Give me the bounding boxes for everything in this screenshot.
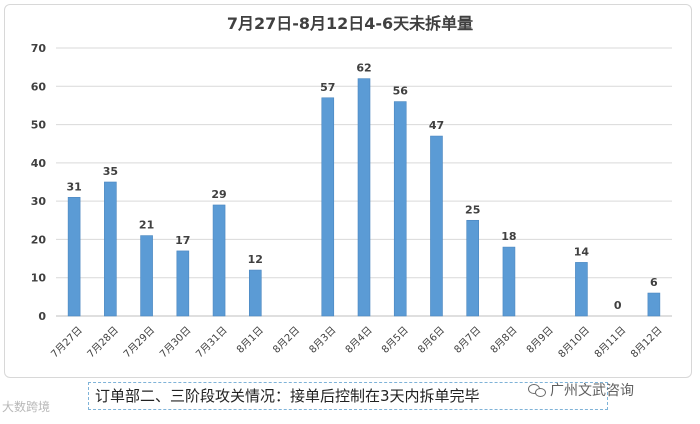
data-labels: 31 35 21 17 29 12 57 62 56 47 25 18 14 0 6 bbox=[66, 62, 658, 312]
data-label: 62 bbox=[356, 62, 371, 75]
x-tick-label: 7月27日 bbox=[49, 324, 85, 360]
y-axis-ticks: 0 10 20 30 40 50 60 70 bbox=[31, 42, 47, 323]
data-label: 47 bbox=[429, 119, 444, 132]
bar bbox=[393, 101, 407, 317]
data-label: 21 bbox=[139, 219, 154, 232]
x-tick-label: 7月30日 bbox=[157, 324, 193, 360]
bar bbox=[104, 181, 117, 317]
x-tick-label: 8月2日 bbox=[271, 324, 303, 356]
y-tick-label: 40 bbox=[31, 157, 47, 170]
x-tick-label: 8月3日 bbox=[307, 324, 339, 356]
watermark-right: 广州文武咨询 bbox=[528, 380, 634, 400]
x-tick-label: 8月9日 bbox=[524, 324, 556, 356]
watermark-right-text: 广州文武咨询 bbox=[550, 383, 634, 399]
bar bbox=[575, 262, 588, 317]
bar bbox=[647, 292, 661, 317]
y-tick-label: 10 bbox=[31, 272, 47, 285]
bar bbox=[212, 204, 226, 317]
watermark-left: 大数跨境 bbox=[2, 400, 51, 414]
data-label: 6 bbox=[650, 276, 658, 289]
x-tick-label: 8月7日 bbox=[452, 324, 484, 356]
bar bbox=[430, 135, 443, 317]
y-tick-label: 60 bbox=[31, 80, 47, 93]
x-tick-label: 8月1日 bbox=[234, 324, 266, 356]
bar bbox=[357, 78, 371, 317]
y-tick-label: 0 bbox=[38, 310, 46, 323]
y-tick-label: 50 bbox=[31, 119, 47, 132]
x-tick-label: 8月4日 bbox=[343, 324, 375, 356]
data-label: 18 bbox=[501, 230, 516, 243]
data-label: 0 bbox=[614, 299, 622, 312]
data-label: 35 bbox=[103, 165, 118, 178]
data-label: 25 bbox=[465, 203, 480, 216]
wechat-icon bbox=[528, 383, 546, 397]
x-tick-label: 7月29日 bbox=[121, 324, 157, 360]
data-label: 31 bbox=[66, 180, 81, 193]
x-tick-label: 8月6日 bbox=[415, 324, 447, 356]
x-tick-label: 7月31日 bbox=[194, 324, 230, 360]
y-tick-label: 30 bbox=[31, 195, 47, 208]
bar bbox=[466, 219, 480, 317]
bar bbox=[176, 250, 190, 317]
bar bbox=[67, 197, 81, 317]
x-tick-label: 8月8日 bbox=[488, 324, 520, 356]
data-label: 56 bbox=[393, 85, 409, 98]
x-tick-label: 7月28日 bbox=[85, 324, 121, 360]
x-axis-ticks: 7月27日 7月28日 7月29日 7月30日 7月31日 8月1日 8月2日 8月3日 8月4… bbox=[49, 324, 665, 360]
bar bbox=[502, 246, 516, 317]
y-tick-label: 70 bbox=[31, 42, 47, 55]
x-tick-label: 8月11日 bbox=[592, 324, 628, 360]
x-tick-label: 8月12日 bbox=[628, 324, 664, 360]
x-tick-label: 8月5日 bbox=[379, 324, 411, 356]
bars bbox=[67, 78, 661, 317]
data-label: 12 bbox=[248, 253, 263, 266]
bar bbox=[321, 97, 335, 317]
data-label: 29 bbox=[211, 188, 226, 201]
y-tick-label: 20 bbox=[31, 233, 47, 246]
chart-caption: 订单部二、三阶段攻关情况：接单后控制在3天内拆单完毕 bbox=[88, 382, 608, 410]
bar bbox=[248, 269, 262, 317]
data-label: 57 bbox=[320, 81, 335, 94]
x-tick-label: 8月10日 bbox=[556, 324, 592, 360]
bar bbox=[140, 235, 153, 317]
data-label: 14 bbox=[574, 245, 590, 258]
data-label: 17 bbox=[175, 234, 190, 247]
chart-title: 7月27日-8月12日4-6天未拆单量 bbox=[226, 14, 474, 33]
